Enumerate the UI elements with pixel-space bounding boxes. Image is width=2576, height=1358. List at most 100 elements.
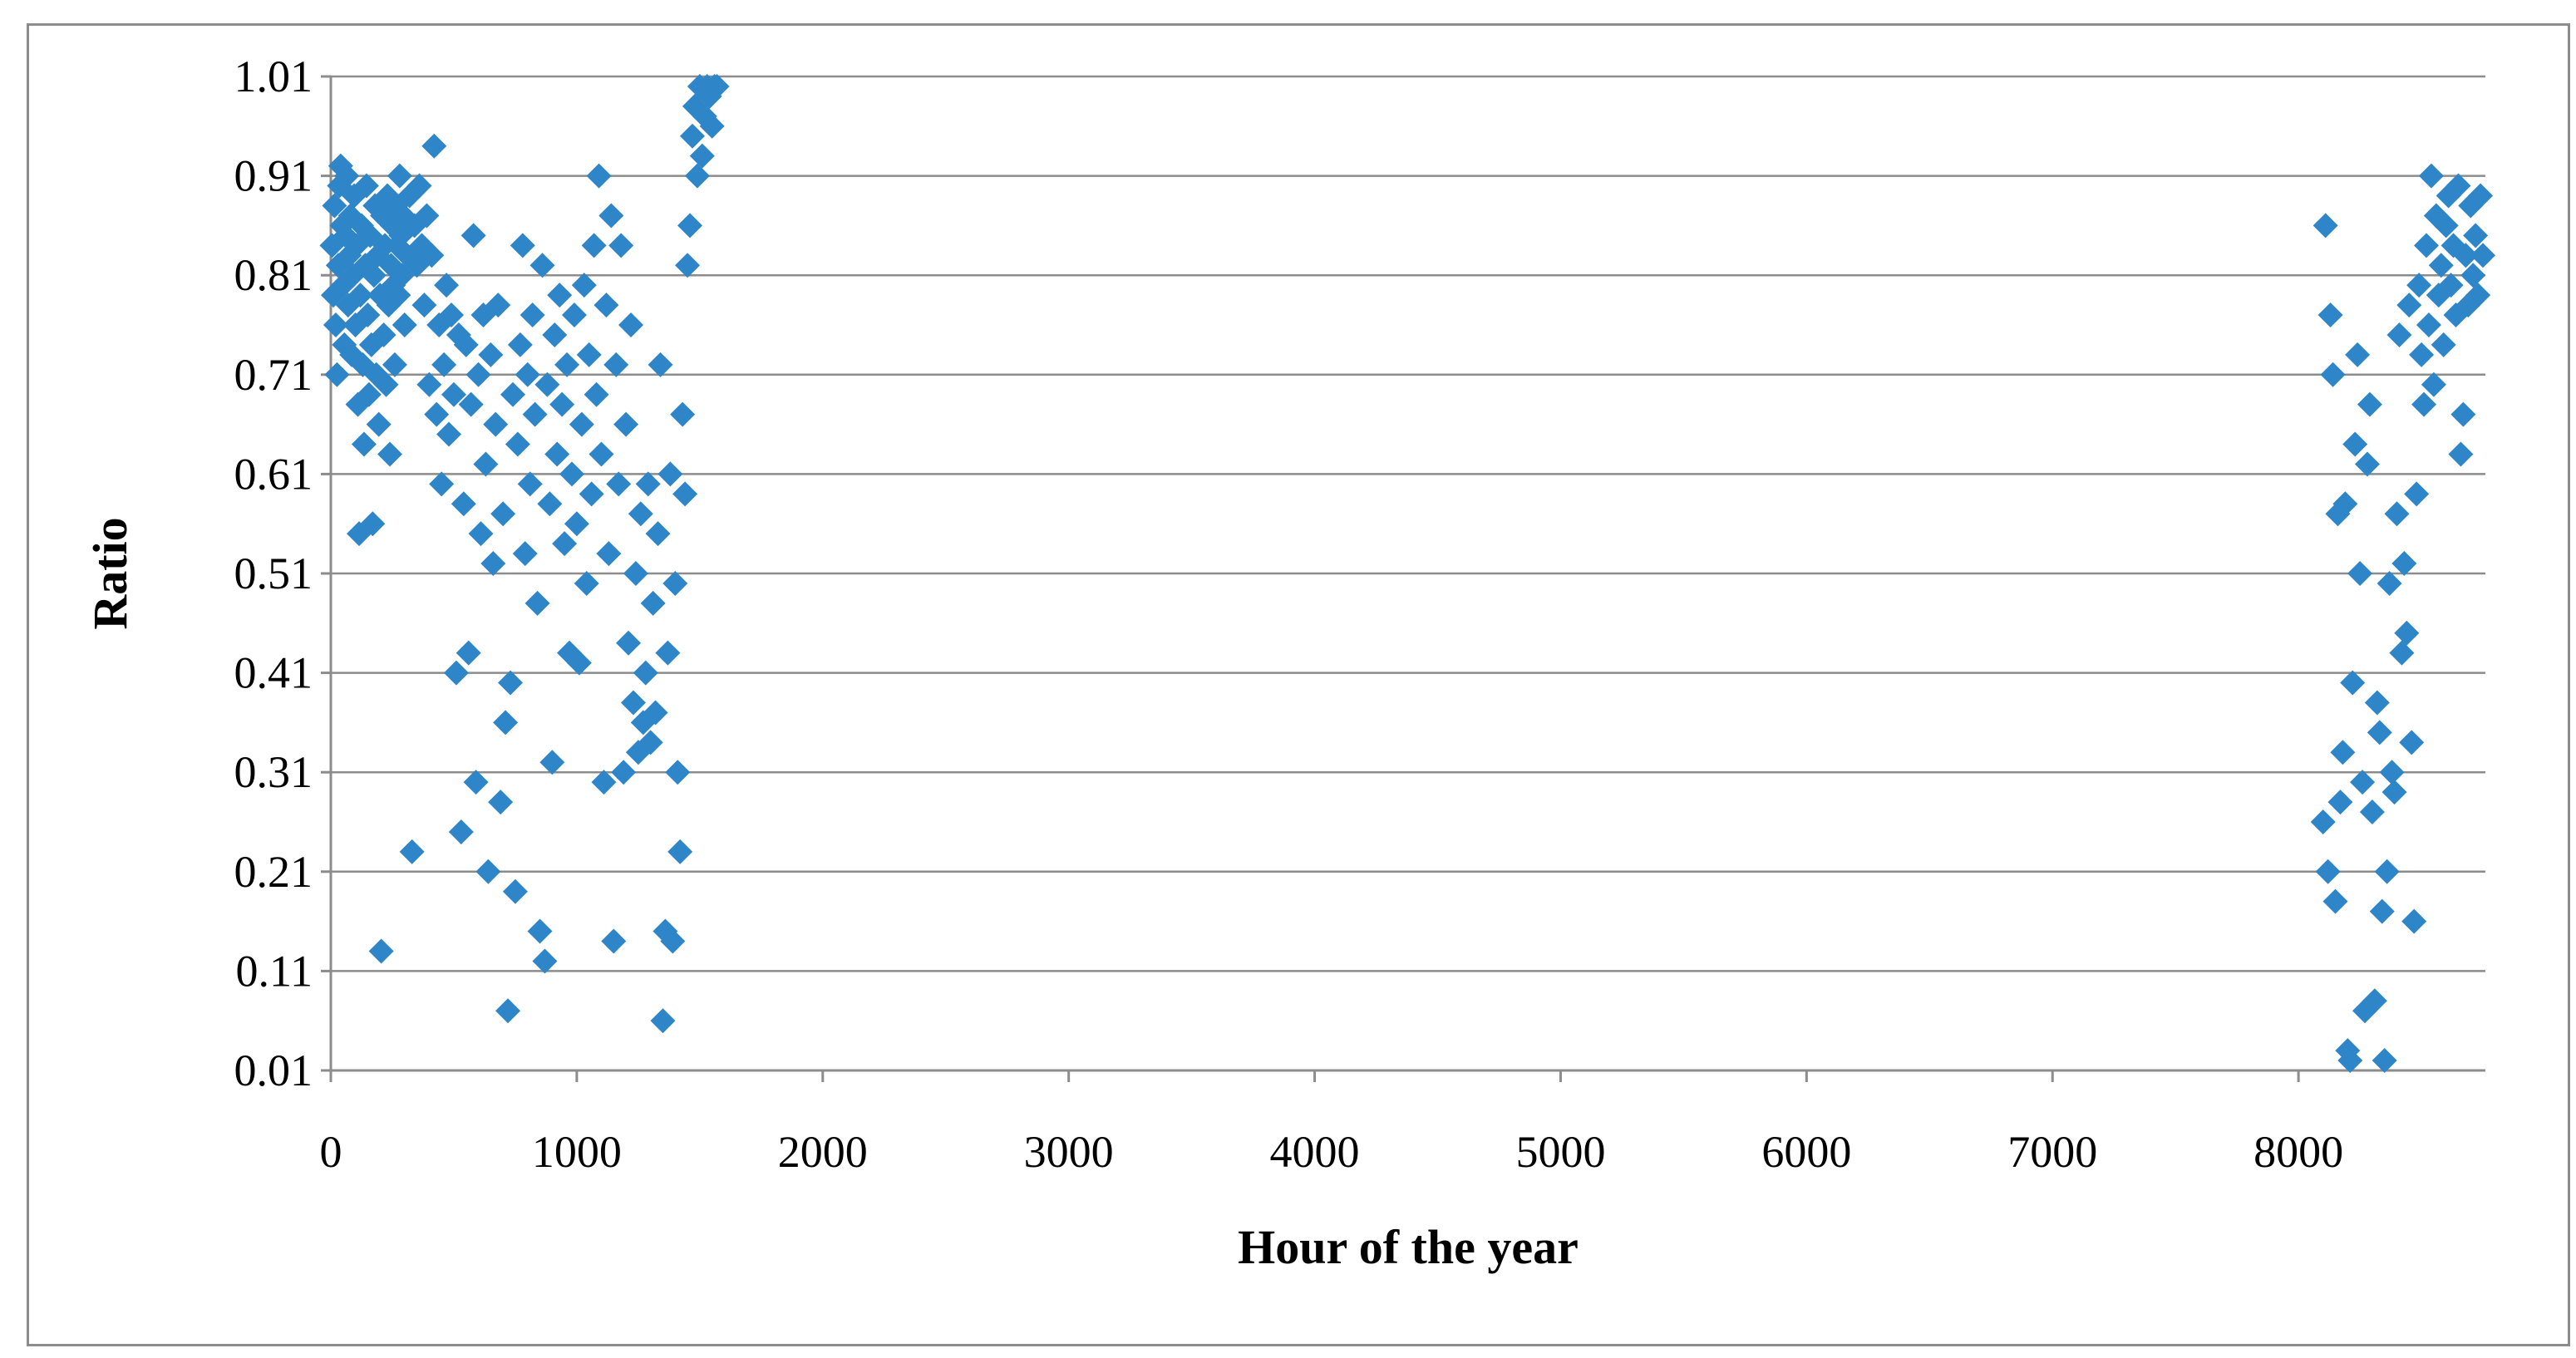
- data-point: [2354, 451, 2380, 477]
- data-point: [677, 213, 702, 239]
- data-point: [416, 371, 442, 397]
- data-point: [431, 352, 457, 377]
- data-point: [598, 203, 624, 229]
- data-point: [371, 322, 396, 347]
- data-point: [485, 293, 511, 318]
- data-point: [2359, 800, 2385, 825]
- data-point: [438, 303, 464, 328]
- data-point: [2463, 223, 2489, 248]
- data-point: [549, 391, 575, 417]
- data-point: [699, 113, 725, 139]
- data-point: [322, 193, 347, 219]
- data-point: [2386, 322, 2412, 347]
- x-tick-label: 1000: [532, 1127, 622, 1177]
- data-point: [2377, 570, 2402, 596]
- data-point: [650, 1008, 676, 1034]
- data-point: [2418, 163, 2444, 189]
- data-point: [554, 352, 580, 377]
- data-point: [564, 511, 589, 537]
- data-point: [591, 770, 617, 795]
- data-point: [2312, 213, 2338, 239]
- data-point: [411, 293, 437, 318]
- data-point: [2401, 908, 2427, 934]
- data-point: [429, 471, 455, 497]
- data-point: [480, 551, 506, 577]
- data-point: [2431, 332, 2456, 357]
- data-point: [2310, 809, 2336, 834]
- data-point: [2394, 620, 2420, 646]
- x-tick-label: 6000: [1761, 1127, 1851, 1177]
- data-point: [561, 303, 587, 328]
- data-point: [421, 133, 447, 159]
- data-point: [611, 760, 637, 785]
- data-point: [2384, 501, 2410, 527]
- data-point: [620, 690, 646, 716]
- data-point: [2391, 551, 2417, 577]
- data-point: [537, 491, 563, 517]
- data-point: [672, 481, 698, 507]
- data-point: [373, 371, 399, 397]
- data-point: [608, 233, 634, 258]
- data-point: [2468, 183, 2494, 209]
- x-tick-label: 2000: [778, 1127, 868, 1177]
- y-tick-label: 0.81: [234, 250, 313, 300]
- data-point: [2320, 362, 2346, 387]
- data-point: [502, 878, 528, 904]
- data-point: [628, 501, 653, 527]
- data-point: [475, 859, 501, 884]
- data-point: [2465, 283, 2491, 308]
- data-point: [510, 233, 535, 258]
- data-point: [675, 253, 701, 278]
- y-tick-label: 0.31: [234, 747, 313, 797]
- x-tick-label: 3000: [1024, 1127, 1114, 1177]
- data-point: [392, 312, 417, 337]
- data-point: [2372, 1048, 2397, 1074]
- y-axis-title: Ratio: [83, 517, 137, 629]
- data-point: [2322, 888, 2348, 914]
- data-point: [704, 73, 730, 99]
- data-point: [448, 819, 474, 844]
- data-point: [465, 362, 491, 387]
- data-point: [2416, 312, 2441, 337]
- data-point: [542, 322, 568, 347]
- data-point: [488, 790, 514, 815]
- data-point: [2428, 253, 2454, 278]
- data-point: [2337, 1048, 2363, 1074]
- data-point: [576, 342, 602, 367]
- data-point: [366, 411, 392, 437]
- data-point: [662, 570, 688, 596]
- data-point: [520, 303, 545, 328]
- data-point: [512, 541, 538, 567]
- data-point: [2409, 342, 2435, 367]
- data-point: [660, 928, 686, 954]
- data-point: [2411, 391, 2437, 417]
- data-point: [377, 441, 403, 467]
- data-point: [2345, 342, 2371, 367]
- chart-frame: [27, 23, 2570, 1346]
- data-point: [539, 750, 565, 775]
- data-point: [355, 303, 381, 328]
- data-point: [571, 273, 597, 298]
- y-tick-label: 0.21: [234, 847, 313, 897]
- data-point: [525, 590, 550, 616]
- data-point: [2332, 491, 2358, 517]
- data-point: [534, 371, 560, 397]
- data-point: [515, 362, 540, 387]
- data-point: [2367, 720, 2392, 745]
- data-point: [596, 541, 622, 567]
- data-point: [658, 461, 683, 487]
- data-point: [347, 283, 373, 308]
- data-point: [507, 332, 533, 357]
- x-tick-labels: 0 1000 2000 3000 4000 5000 6000 7000 8000: [320, 1070, 2343, 1177]
- data-point: [406, 173, 432, 199]
- data-point: [453, 332, 479, 357]
- x-tick-label: 8000: [2253, 1127, 2343, 1177]
- data-point: [569, 411, 594, 437]
- data-point: [353, 173, 379, 199]
- y-tick-label: 0.01: [234, 1046, 313, 1095]
- data-point: [547, 283, 573, 308]
- data-point: [623, 561, 648, 586]
- data-point: [434, 273, 460, 298]
- data-point: [323, 312, 348, 337]
